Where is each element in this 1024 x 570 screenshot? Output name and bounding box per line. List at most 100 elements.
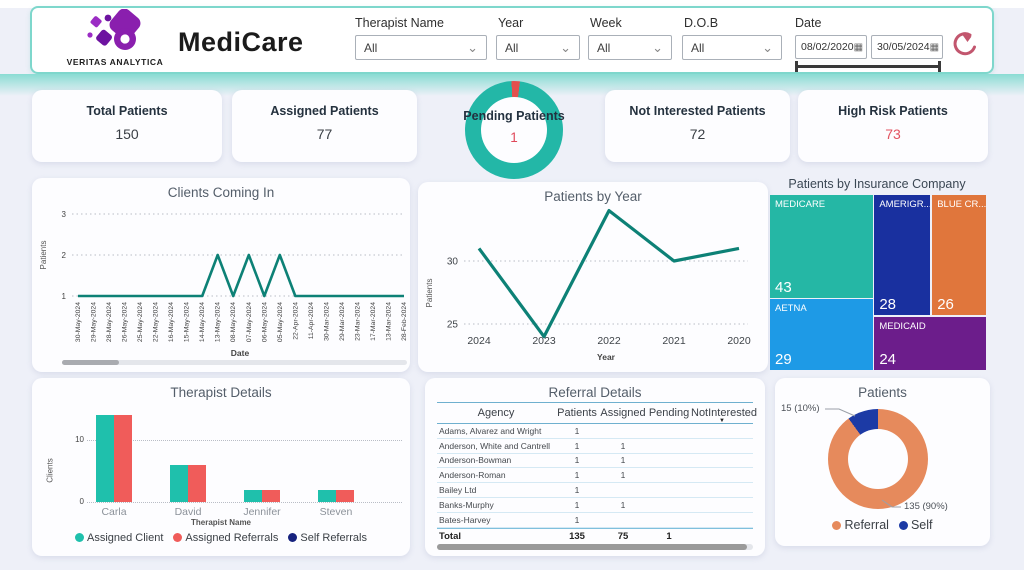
donut-label-referral: 135 (90%)	[904, 501, 948, 512]
bar-group-steven[interactable]	[318, 378, 354, 502]
svg-text:2024: 2024	[467, 335, 491, 347]
year-dropdown[interactable]: All ⌄	[496, 35, 580, 60]
legend-dot-teal	[74, 533, 84, 542]
value-cell: 1	[574, 425, 580, 436]
column-header-pending[interactable]: Pending	[648, 407, 690, 419]
bar-assigned-client[interactable]	[244, 489, 262, 502]
treemap-tile-amerigr[interactable]: AMERIGR... 28	[874, 195, 931, 316]
clients-coming-in-title: Clients Coming In	[167, 185, 275, 200]
tile-value: 24	[879, 351, 896, 368]
date-range-slider[interactable]	[797, 65, 940, 68]
sort-descending-icon: ▼	[719, 418, 725, 424]
brand-name: VERITAS ANALYTICA	[66, 57, 164, 67]
scrollbar-thumb[interactable]	[62, 360, 119, 365]
table-row[interactable]: Anderson-Roman 1 1	[437, 468, 753, 484]
bar-assigned-client[interactable]	[318, 489, 336, 502]
kpi-total-patients: Total Patients 150	[32, 90, 222, 162]
therapist-name-dropdown[interactable]: All ⌄	[355, 35, 487, 60]
kpi-label: Total Patients	[86, 104, 168, 118]
legend-label: Assigned Client	[86, 532, 164, 544]
table-row[interactable]: Adams, Alvarez and Wright 1	[437, 424, 753, 439]
legend-dot-navy	[288, 533, 298, 542]
legend-label: Self Referrals	[300, 532, 367, 544]
legend-item: Referral	[832, 518, 889, 532]
agency-cell: Adams, Alvarez and Wright	[439, 425, 542, 436]
week-dropdown[interactable]: All ⌄	[588, 35, 672, 60]
kpi-value: 150	[115, 126, 139, 142]
table-header-row: Agency Patients Assigned Pending NotInterest…	[437, 402, 758, 424]
table-scrollbar[interactable]	[437, 544, 753, 550]
tile-value: 29	[775, 350, 792, 368]
treemap-tile-bluecr[interactable]: BLUE CR... 26	[932, 195, 986, 316]
svg-text:29-May-2024: 29-May-2024	[91, 302, 98, 342]
date-end-input[interactable]: 30/05/2024 ▦	[871, 35, 943, 59]
table-row[interactable]: Anderson, White and Cantrell 1 1	[437, 439, 753, 454]
column-header-agency[interactable]: Agency	[477, 407, 515, 419]
slider-handle-right[interactable]	[938, 61, 941, 72]
slider-handle-left[interactable]	[795, 61, 798, 72]
kpi-value: 77	[316, 126, 333, 142]
svg-text:22-May-2024: 22-May-2024	[153, 302, 160, 342]
date-start-input[interactable]: 08/02/2020 ▦	[795, 35, 867, 59]
patients-by-year-chart[interactable]: 30 25 2024 2023 2022 2021 2020 Patients Year	[418, 208, 768, 372]
column-header-notinterested[interactable]: NotInterested ▼	[691, 407, 758, 424]
filter-label-dob: D.O.B	[684, 16, 719, 30]
svg-text:26-May-2024: 26-May-2024	[122, 302, 129, 342]
value-cell: 1	[574, 455, 580, 466]
insurance-treemap[interactable]: MEDICARE 43 AETNA 29 AMERIGR... 28 BLUE CR... 2…	[770, 195, 986, 370]
column-header-patients[interactable]: Patients	[557, 407, 597, 419]
svg-text:2022: 2022	[597, 335, 621, 347]
agency-cell: Anderson-Roman	[439, 470, 506, 481]
agency-cell: Anderson-Bowman	[439, 455, 512, 466]
legend-label: Referral	[844, 518, 889, 532]
x-category-label: Steven	[319, 506, 353, 518]
kpi-label: Not Interested Patients	[629, 104, 766, 118]
date-start-value: 08/02/2020	[801, 41, 854, 53]
page-title: MediCare	[178, 27, 304, 57]
value-cell: 1	[574, 514, 580, 525]
bar-assigned-client[interactable]	[170, 464, 188, 502]
kpi-value: 73	[885, 126, 901, 142]
table-row[interactable]: Bates-Harvey 1	[437, 513, 753, 528]
dob-dropdown[interactable]: All ⌄	[682, 35, 782, 60]
dob-value: All	[691, 40, 705, 55]
bar-group-david[interactable]	[170, 378, 206, 502]
bar-group-jennifer[interactable]	[244, 378, 280, 502]
column-header-assigned[interactable]: Assigned	[600, 407, 646, 419]
chevron-down-icon: ⌄	[762, 39, 773, 55]
reset-filters-icon[interactable]	[948, 26, 980, 60]
treemap-tile-medicaid[interactable]: MEDICAID 24	[874, 316, 986, 370]
bar-assigned-client[interactable]	[96, 415, 114, 502]
bar-assigned-referrals[interactable]	[336, 489, 354, 502]
table-row[interactable]: Banks-Murphy 1 1	[437, 498, 753, 513]
kpi-high-risk-patients: High Risk Patients 73	[798, 90, 988, 162]
clients-coming-in-chart[interactable]: 3 2 1 30-May-2024 29-May-2024 28-May-2024 26-M…	[32, 204, 410, 366]
filter-label-week: Week	[590, 16, 622, 30]
svg-text:29-Mar-2024: 29-Mar-2024	[339, 302, 346, 341]
svg-text:2020: 2020	[727, 335, 751, 347]
legend-item: Self Referrals	[288, 532, 367, 544]
table-row[interactable]: Anderson-Bowman 1 1	[437, 454, 753, 469]
table-row[interactable]: Bailey Ltd 1	[437, 483, 753, 498]
bar-assigned-referrals[interactable]	[114, 415, 132, 502]
agency-cell: Bates-Harvey	[439, 514, 491, 525]
x-axis-title: Therapist Name	[190, 518, 252, 527]
bar-group-carla[interactable]	[96, 378, 132, 502]
bar-assigned-referrals[interactable]	[188, 464, 206, 502]
therapist-details-chart[interactable]: Carla David Jennifer Steven	[32, 378, 410, 556]
x-category-label: Jennifer	[243, 506, 281, 518]
svg-text:17-Mar-2024: 17-Mar-2024	[370, 302, 377, 341]
referral-details-title: Referral Details	[548, 385, 642, 400]
kpi-assigned-patients: Assigned Patients 77	[232, 90, 417, 162]
svg-text:28-Feb-2024: 28-Feb-2024	[401, 302, 408, 341]
treemap-tile-medicare[interactable]: MEDICARE 43	[770, 195, 873, 298]
treemap-tile-aetna[interactable]: AETNA 29	[770, 299, 873, 370]
clients-chart-scrollbar[interactable]	[62, 360, 407, 365]
scrollbar-thumb[interactable]	[437, 544, 747, 550]
svg-text:25-May-2024: 25-May-2024	[137, 302, 144, 342]
svg-text:13-Mar-2024: 13-Mar-2024	[385, 302, 392, 341]
agency-cell: Banks-Murphy	[439, 499, 494, 510]
tile-label: AETNA	[775, 303, 807, 315]
bar-assigned-referrals[interactable]	[262, 489, 280, 502]
referral-details-table: Agency Patients Assigned Pending NotInterest…	[437, 402, 758, 545]
